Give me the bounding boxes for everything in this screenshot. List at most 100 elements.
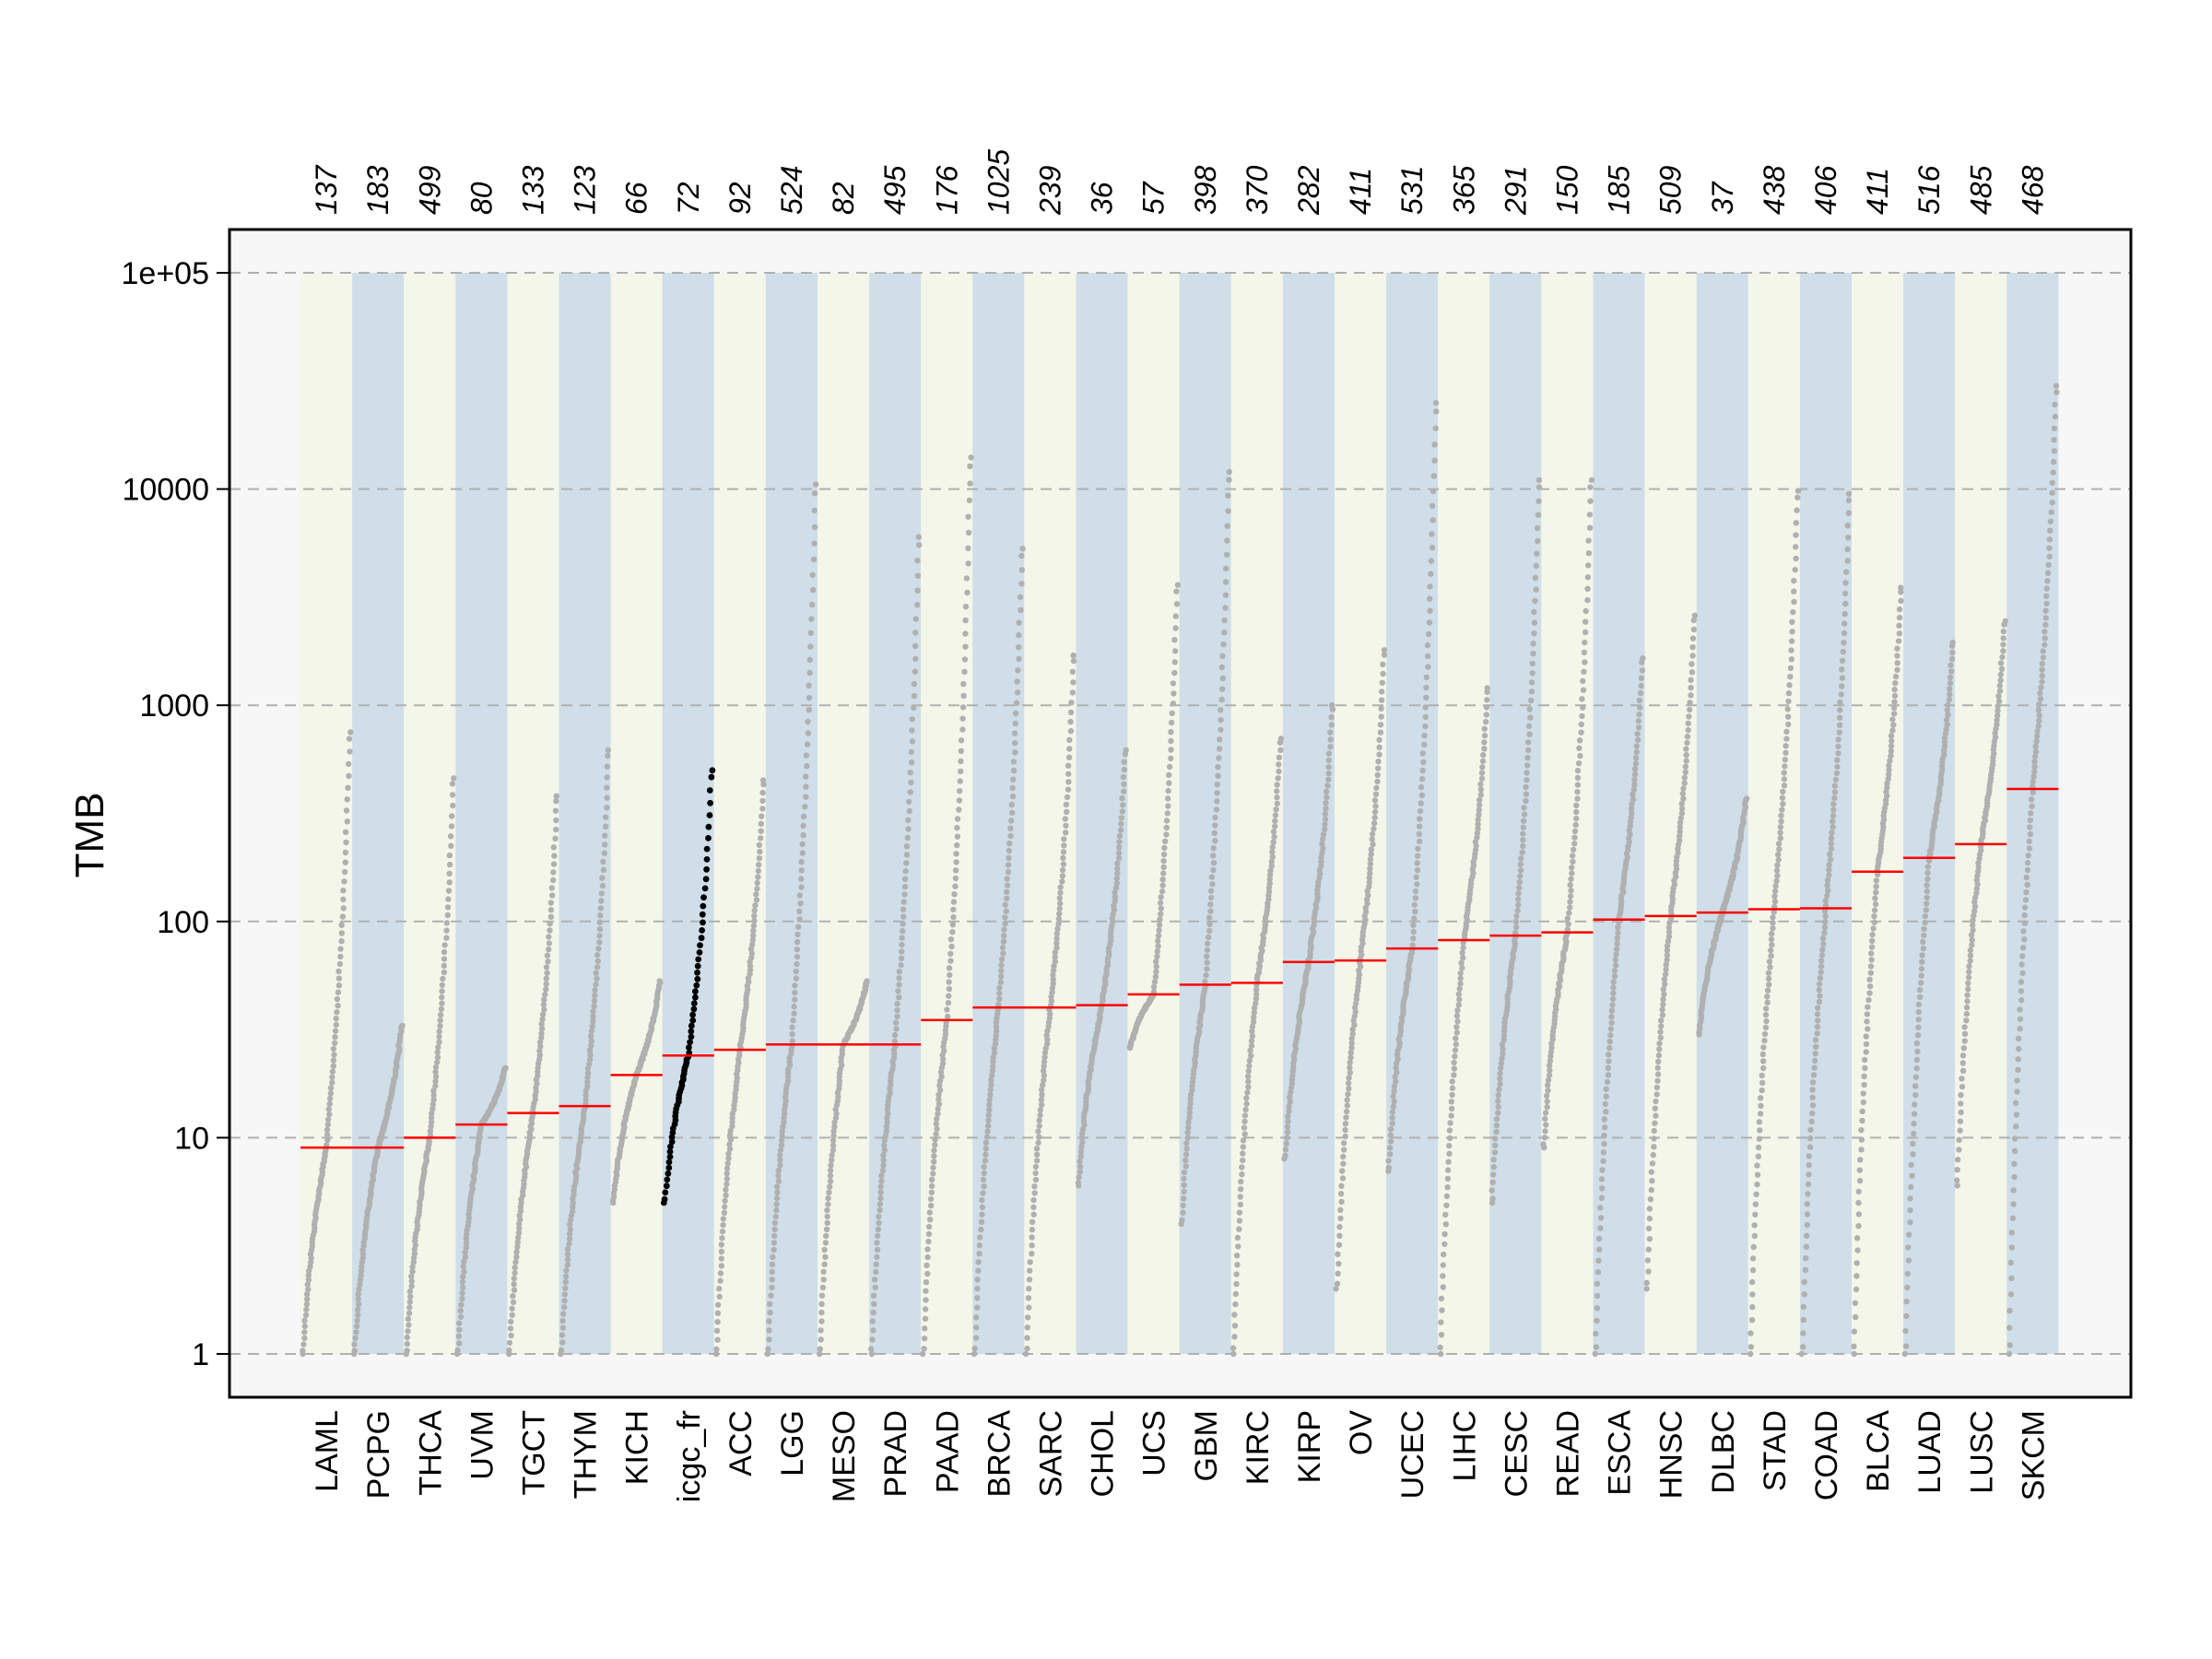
data-point-PRAD — [909, 738, 916, 745]
data-point-BRCA — [1009, 784, 1016, 792]
data-point-BLCA — [1896, 622, 1902, 629]
data-point-STAD — [1760, 1065, 1767, 1072]
data-point-STAD — [1749, 1291, 1756, 1298]
data-point-UCS — [1166, 771, 1172, 779]
data-point-LAML — [335, 975, 343, 982]
data-point-SKCM — [2031, 753, 2039, 760]
data-point-UCS — [1173, 601, 1181, 607]
data-point-PAAD — [962, 617, 969, 624]
data-point-ESCA — [1632, 755, 1640, 761]
data-point-HNSC — [1664, 957, 1670, 963]
data-point-LUSC — [1959, 1053, 1967, 1059]
data-point-COAD — [1832, 776, 1840, 782]
data-point-SKCM — [2046, 536, 2053, 543]
data-point-LUSC — [1959, 1067, 1967, 1075]
data-point-LIHC — [1438, 1350, 1444, 1358]
data-point-LGG — [769, 1284, 775, 1291]
data-point-CESC — [1524, 747, 1532, 754]
data-point-SARC — [1060, 854, 1066, 862]
data-point-LGG — [811, 540, 818, 547]
data-point-LUSC — [1996, 682, 2003, 689]
data-point-KIRP — [1282, 1152, 1288, 1159]
data-point-UCS — [1160, 870, 1167, 877]
data-point-PAAD — [958, 758, 964, 765]
data-point-LUSC — [1970, 927, 1976, 934]
data-point-PRAD — [892, 1019, 900, 1026]
data-point-ESCA — [1608, 1014, 1615, 1020]
data-point-PRAD — [903, 852, 911, 858]
data-point-LGG — [798, 858, 805, 865]
data-point-ACC — [718, 1255, 724, 1262]
data-point-CESC — [1500, 1037, 1507, 1043]
data-point-LUSC — [1997, 677, 2004, 684]
data-point-CHOL — [1112, 889, 1118, 896]
data-point-BLCA — [1853, 1273, 1860, 1279]
data-point-READ — [1546, 1063, 1553, 1069]
data-point-ACC — [750, 927, 757, 934]
data-point-STAD — [1759, 1058, 1767, 1065]
data-point-READ — [1568, 876, 1574, 882]
data-point-LAML — [338, 930, 345, 936]
data-point-SARC — [1024, 1324, 1031, 1331]
data-point-SKCM — [2006, 1342, 2013, 1348]
data-point-BLCA — [1894, 645, 1900, 652]
data-point-COAD — [1816, 998, 1823, 1006]
data-point-CESC — [1517, 861, 1524, 867]
data-point-GBM — [1185, 1124, 1192, 1131]
data-point-ACC — [729, 1119, 735, 1125]
data-point-CESC — [1495, 1098, 1501, 1104]
data-point-BLCA — [1852, 1300, 1859, 1307]
data-point-PAAD — [960, 692, 967, 700]
data-point-CHOL — [1121, 759, 1127, 765]
data-point-CHOL — [1112, 885, 1120, 891]
data-point-LIHC — [1440, 1284, 1447, 1290]
data-point-KIRC — [1274, 800, 1281, 806]
data-point-STAD — [1785, 721, 1792, 728]
data-point-LIHC — [1481, 725, 1488, 732]
data-point-HNSC — [1648, 1169, 1655, 1175]
data-point-PAAD — [922, 1315, 929, 1323]
data-point-ESCA — [1629, 810, 1635, 817]
data-point-PRAD — [896, 975, 902, 982]
data-point-LIHC — [1446, 1135, 1453, 1142]
data-point-icgc_fr — [664, 1176, 671, 1183]
data-point-LUAD — [1908, 1183, 1914, 1191]
data-point-MESO — [864, 978, 870, 984]
data-point-ACC — [755, 874, 761, 880]
data-point-ESCA — [1631, 776, 1638, 782]
data-point-STAD — [1756, 1119, 1763, 1125]
data-point-PRAD — [885, 1111, 891, 1117]
data-point-ESCA — [1613, 951, 1619, 958]
data-point-HNSC — [1653, 1084, 1661, 1091]
sample-count-label: 123 — [569, 165, 602, 215]
data-point-UCEC — [1385, 1158, 1392, 1164]
data-point-SKCM — [2013, 1124, 2019, 1130]
data-point-SARC — [1027, 1267, 1033, 1274]
data-point-TGCT — [544, 952, 551, 959]
data-point-LUAD — [1924, 888, 1930, 895]
data-point-icgc_fr — [665, 1159, 673, 1166]
data-point-CESC — [1499, 1055, 1505, 1062]
data-point-PAAD — [935, 1091, 942, 1099]
data-point-UCS — [1172, 613, 1180, 619]
data-point-LUAD — [1921, 925, 1927, 933]
data-point-OV — [1345, 1091, 1351, 1098]
data-point-ESCA — [1609, 995, 1617, 1003]
data-point-MESO — [825, 1201, 831, 1207]
data-point-LGG — [773, 1206, 780, 1214]
data-point-STAD — [1794, 507, 1800, 513]
data-point-STAD — [1749, 1303, 1756, 1311]
data-point-ESCA — [1595, 1235, 1603, 1242]
data-point-KIRC — [1253, 986, 1260, 994]
data-point-BRCA — [1010, 776, 1017, 782]
data-point-CESC — [1500, 1051, 1506, 1057]
sample-count-label: 468 — [2016, 165, 2049, 215]
data-point-BRCA — [1014, 678, 1020, 685]
data-point-COAD — [1824, 877, 1831, 884]
data-point-UCEC — [1410, 922, 1417, 928]
data-point-PRAD — [891, 1038, 899, 1045]
data-point-ESCA — [1630, 791, 1636, 798]
data-point-UCS — [1169, 710, 1175, 717]
data-point-LUAD — [1913, 1056, 1921, 1064]
data-point-KIRC — [1276, 761, 1282, 768]
